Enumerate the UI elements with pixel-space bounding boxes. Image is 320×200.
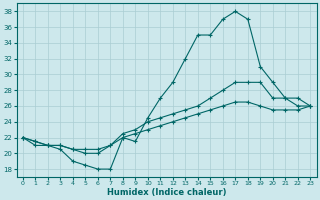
X-axis label: Humidex (Indice chaleur): Humidex (Indice chaleur) xyxy=(107,188,226,197)
